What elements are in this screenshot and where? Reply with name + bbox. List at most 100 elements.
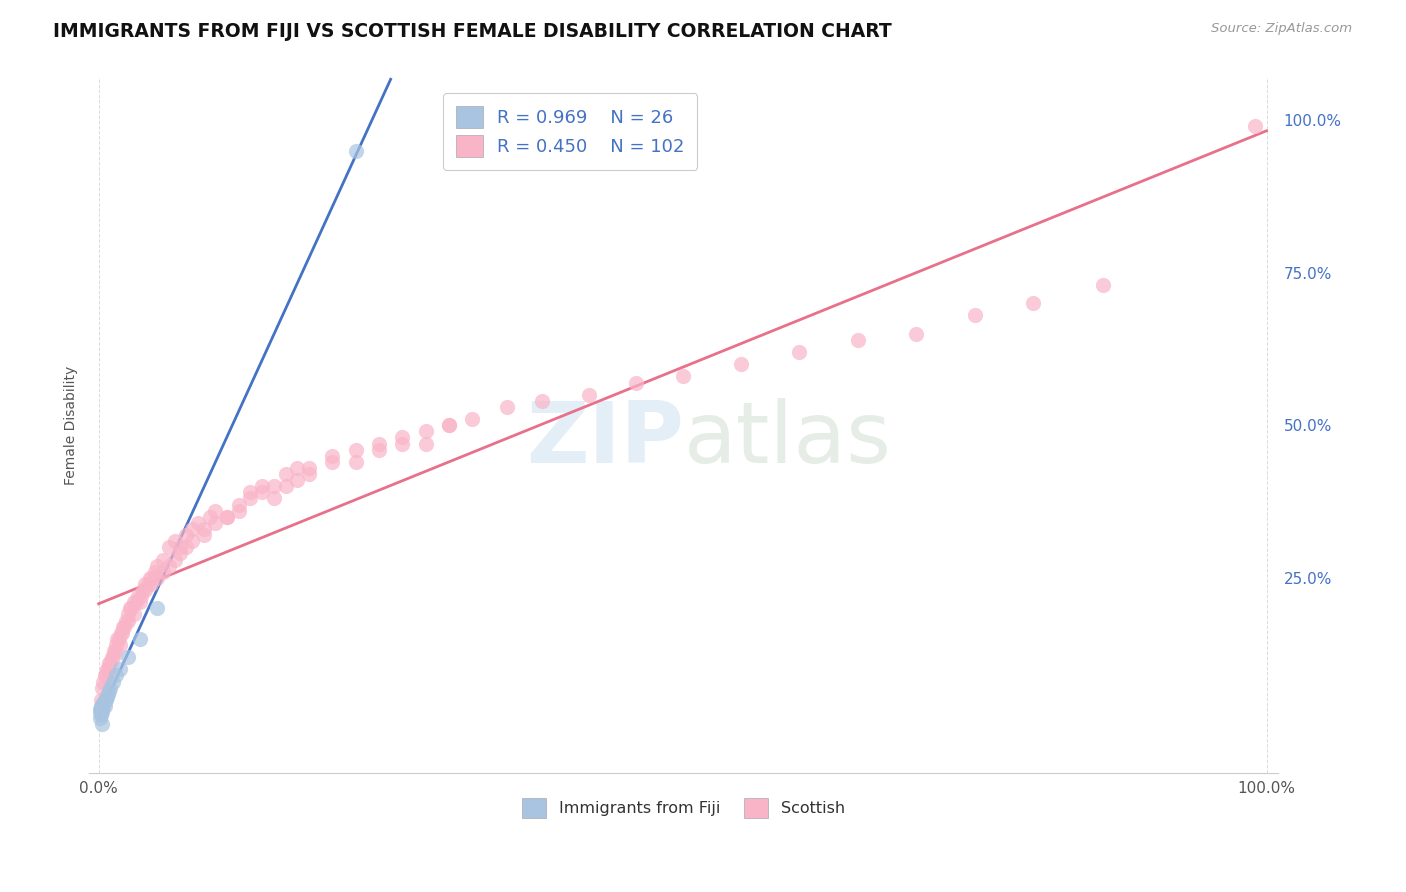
Point xyxy=(146,571,169,585)
Point xyxy=(103,644,125,658)
Point xyxy=(91,698,114,713)
Text: IMMIGRANTS FROM FIJI VS SCOTTISH FEMALE DISABILITY CORRELATION CHART: IMMIGRANTS FROM FIJI VS SCOTTISH FEMALE … xyxy=(53,22,893,41)
Y-axis label: Female Disability: Female Disability xyxy=(65,366,79,485)
Point xyxy=(193,522,215,536)
Text: ZIP: ZIP xyxy=(526,398,683,481)
Point xyxy=(107,632,129,646)
Point xyxy=(98,681,121,695)
Legend: Immigrants from Fiji, Scottish: Immigrants from Fiji, Scottish xyxy=(516,792,852,824)
Point xyxy=(181,534,204,549)
Point xyxy=(1092,277,1115,292)
Point xyxy=(91,698,114,713)
Point xyxy=(98,657,121,671)
Point xyxy=(239,485,262,500)
Point xyxy=(152,565,174,579)
Point xyxy=(91,674,114,689)
Point xyxy=(97,662,120,676)
Point xyxy=(101,674,124,689)
Point xyxy=(415,425,437,439)
Point xyxy=(198,509,221,524)
Point xyxy=(152,552,174,566)
Point xyxy=(91,717,114,731)
Point xyxy=(120,601,142,615)
Point xyxy=(146,601,169,615)
Point xyxy=(94,668,117,682)
Point xyxy=(117,614,139,628)
Point xyxy=(578,388,600,402)
Point xyxy=(90,708,112,723)
Point xyxy=(108,662,131,676)
Point xyxy=(204,516,226,530)
Point xyxy=(96,662,118,676)
Point xyxy=(122,607,145,622)
Point xyxy=(96,690,118,704)
Point xyxy=(169,546,191,560)
Point xyxy=(97,687,120,701)
Point xyxy=(344,144,367,158)
Point xyxy=(128,632,150,646)
Point xyxy=(217,509,239,524)
Point xyxy=(90,698,112,713)
Point xyxy=(136,577,159,591)
Point xyxy=(110,625,132,640)
Point xyxy=(139,571,162,585)
Point xyxy=(263,479,285,493)
Point xyxy=(789,345,811,359)
Point xyxy=(132,582,155,597)
Point xyxy=(174,528,197,542)
Point xyxy=(112,620,135,634)
Point xyxy=(134,577,156,591)
Point xyxy=(437,418,460,433)
Point xyxy=(624,376,647,390)
Point xyxy=(181,522,204,536)
Point xyxy=(274,479,297,493)
Point xyxy=(204,504,226,518)
Point xyxy=(141,577,163,591)
Point xyxy=(105,632,128,646)
Point xyxy=(91,702,114,716)
Point xyxy=(274,467,297,481)
Point xyxy=(437,418,460,433)
Point xyxy=(94,693,117,707)
Point xyxy=(298,467,321,481)
Point xyxy=(91,681,114,695)
Text: atlas: atlas xyxy=(683,398,891,481)
Point xyxy=(163,534,186,549)
Point xyxy=(531,393,554,408)
Point xyxy=(344,455,367,469)
Point xyxy=(89,702,111,716)
Point xyxy=(127,589,149,603)
Point xyxy=(496,400,519,414)
Point xyxy=(169,541,191,555)
Point xyxy=(112,620,135,634)
Point xyxy=(228,504,250,518)
Point xyxy=(321,449,343,463)
Point xyxy=(129,589,152,603)
Point xyxy=(250,479,273,493)
Point xyxy=(730,357,752,371)
Point xyxy=(89,705,111,719)
Point xyxy=(105,668,128,682)
Point xyxy=(120,601,142,615)
Point xyxy=(461,412,484,426)
Point xyxy=(905,326,928,341)
Point xyxy=(1022,296,1045,310)
Point xyxy=(368,436,391,450)
Point xyxy=(187,516,209,530)
Point xyxy=(91,705,114,719)
Point xyxy=(1244,120,1267,134)
Point xyxy=(344,442,367,457)
Point xyxy=(111,625,134,640)
Point xyxy=(671,369,693,384)
Point xyxy=(239,491,262,506)
Point xyxy=(104,644,127,658)
Point xyxy=(100,650,122,665)
Text: Source: ZipAtlas.com: Source: ZipAtlas.com xyxy=(1212,22,1353,36)
Point xyxy=(93,693,115,707)
Point xyxy=(108,638,131,652)
Point xyxy=(114,614,136,628)
Point xyxy=(250,485,273,500)
Point xyxy=(157,541,180,555)
Point xyxy=(174,541,197,555)
Point xyxy=(321,455,343,469)
